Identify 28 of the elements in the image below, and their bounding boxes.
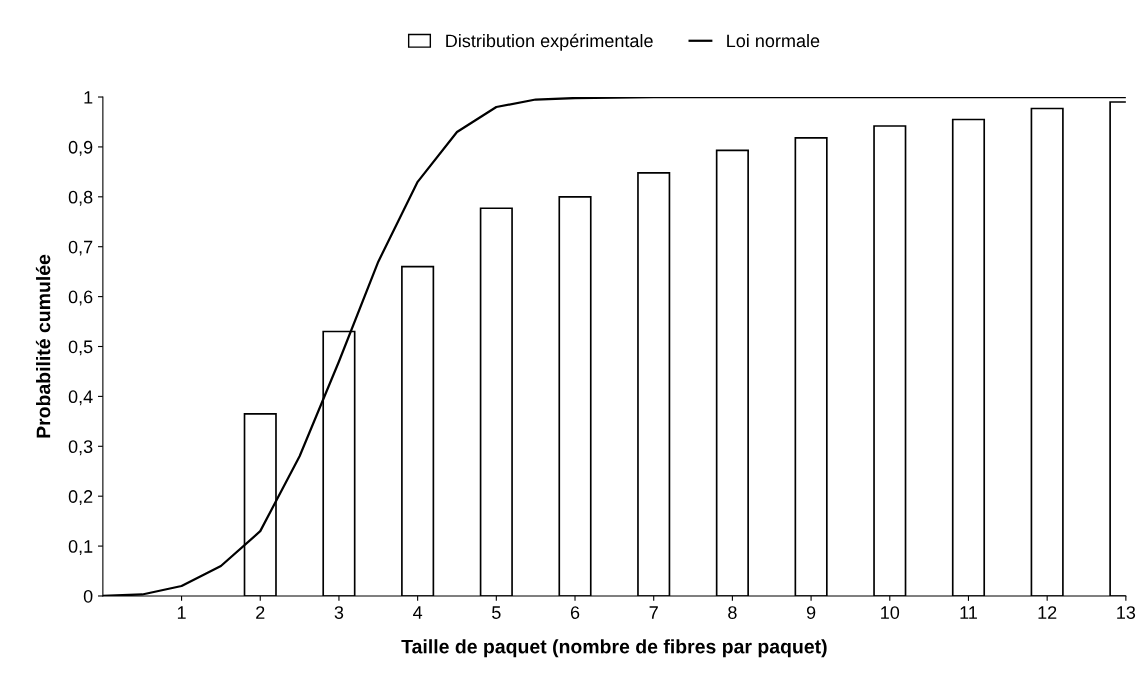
x-tick-label: 4 <box>413 606 423 619</box>
x-tick-label: 6 <box>570 606 580 619</box>
x-tick-label: 1 <box>177 606 186 619</box>
x-tick-label: 13 <box>1117 606 1136 619</box>
x-tick-label: 3 <box>334 606 344 619</box>
y-tick-label: 0,7 <box>68 240 93 256</box>
y-tick-label: 0,5 <box>68 340 93 356</box>
x-tick-label: 10 <box>881 606 900 619</box>
y-tick-label: 0,3 <box>68 440 93 456</box>
y-tick-label: 1 <box>84 91 93 104</box>
x-tick-label: 7 <box>649 606 658 619</box>
y-tick-label: 0,9 <box>68 140 93 156</box>
y-tick-label: 0,8 <box>68 190 93 206</box>
y-tick-label: 0,1 <box>68 540 93 555</box>
y-tick-label: 0,2 <box>68 490 93 506</box>
legend-label: Distribution expérimentale <box>446 33 653 51</box>
legend-label: Loi normale <box>727 34 820 48</box>
x-tick-label: 12 <box>1038 606 1057 619</box>
y-tick-label: 0,6 <box>68 290 93 306</box>
x-tick-label: 5 <box>492 606 501 619</box>
y-tick-label: 0 <box>83 589 93 603</box>
x-tick-label: 9 <box>806 606 816 619</box>
y-axis-title: Probabilité cumulée <box>35 254 51 438</box>
x-tick-label: 8 <box>728 606 737 619</box>
x-tick-label: 2 <box>256 606 265 619</box>
x-tick-label: 11 <box>960 606 977 619</box>
x-axis-title: Taille de paquet (nombre de fibres par paquet) <box>401 639 827 658</box>
y-tick-label: 0,4 <box>68 390 93 406</box>
